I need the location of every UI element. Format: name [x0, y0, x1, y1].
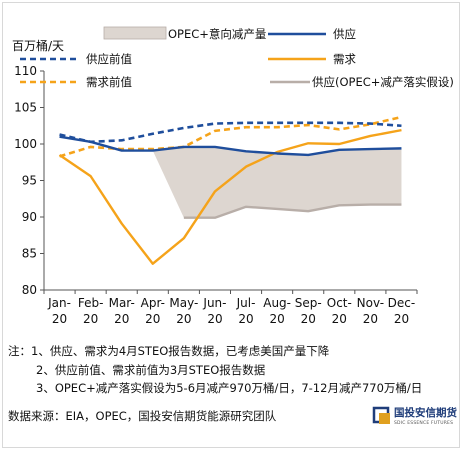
- x-tick-label: Apr-: [141, 296, 165, 310]
- legend-label-opec-area: OPEC+意向减产量: [168, 27, 266, 41]
- series-line-supply: [59, 135, 402, 157]
- y-tick-label: 85: [22, 247, 37, 261]
- data-source: 数据来源：EIA，OPEC，国投安信期货能源研究团队: [8, 409, 277, 423]
- x-tick-label: Jan-: [47, 296, 71, 310]
- x-tick-label: 20: [363, 312, 378, 326]
- legend-label-demand: 需求: [333, 52, 356, 66]
- y-tick-label: 90: [22, 210, 37, 224]
- x-tick-label: 20: [394, 312, 409, 326]
- y-axis-label: 百万桶/天: [12, 38, 64, 53]
- x-tick-label: Dec-: [388, 296, 416, 310]
- x-tick-label: 20: [301, 312, 316, 326]
- series-line-supply_prev: [59, 121, 402, 144]
- logo-text-en: SDIC ESSENCE FUTURES: [394, 421, 454, 426]
- opec-cut-area: [152, 146, 402, 218]
- x-tick-label: 20: [52, 312, 67, 326]
- series-line-demand_prev: [59, 115, 402, 158]
- plot-area: [58, 115, 402, 265]
- x-tick-label: Sep-: [295, 296, 322, 310]
- x-tick-label: 20: [176, 312, 191, 326]
- legend-label-supply-opec: 供应(OPEC+减产落实假设): [312, 75, 454, 89]
- x-tick-label: Aug-: [263, 296, 291, 310]
- y-tick-label: 110: [14, 64, 37, 78]
- x-tick-label: Jun-: [202, 296, 226, 310]
- x-tick-label: Jul-: [236, 296, 256, 310]
- y-tick-label: 95: [22, 174, 37, 188]
- x-tick-label: May-: [169, 296, 198, 310]
- x-tick-label: 20: [83, 312, 98, 326]
- note-3: 3、OPEC+减产落实假设为5-6月减产970万桶/日，7-12月减产770万桶…: [36, 381, 423, 395]
- legend-label-demand-prev: 需求前值: [86, 75, 132, 89]
- chart-frame: [2, 2, 460, 448]
- y-tick-label: 100: [14, 137, 37, 151]
- logo-text-cn: 国投安信期货: [394, 407, 457, 419]
- y-tick-label: 105: [14, 101, 37, 115]
- note-2: 2、供应前值、需求前值为3月STEO报告数据: [36, 363, 266, 377]
- x-tick-label: 20: [114, 312, 129, 326]
- x-tick-label: Feb-: [78, 296, 104, 310]
- x-tick-label: 20: [238, 312, 253, 326]
- y-tick-label: 80: [22, 283, 37, 297]
- x-tick-label: Nov-: [357, 296, 384, 310]
- x-tick-label: 20: [207, 312, 222, 326]
- series-line-demand: [58, 128, 402, 265]
- series-line-supply_opec: [183, 203, 402, 219]
- logo-icon: [372, 406, 390, 424]
- legend-swatch-opec-area: [103, 26, 167, 40]
- x-tick-label: 20: [269, 312, 284, 326]
- axes: 80 85 90 95 100 105 110 Jan- 20 Feb- 20 Mar- 20 Apr- 2…: [14, 64, 418, 326]
- company-logo: 国投安信期货 SDIC ESSENCE FUTURES: [372, 402, 458, 440]
- legend-label-supply: 供应: [333, 27, 356, 41]
- x-tick-label: 20: [332, 312, 347, 326]
- legend-label-supply-prev: 供应前值: [86, 52, 132, 66]
- x-tick-label: Oct-: [327, 296, 352, 310]
- note-1: 注：1、供应、需求为4月STEO报告数据，已考虑美国产量下降: [8, 344, 330, 358]
- x-tick-label: Mar-: [109, 296, 135, 310]
- x-tick-label: 20: [145, 312, 160, 326]
